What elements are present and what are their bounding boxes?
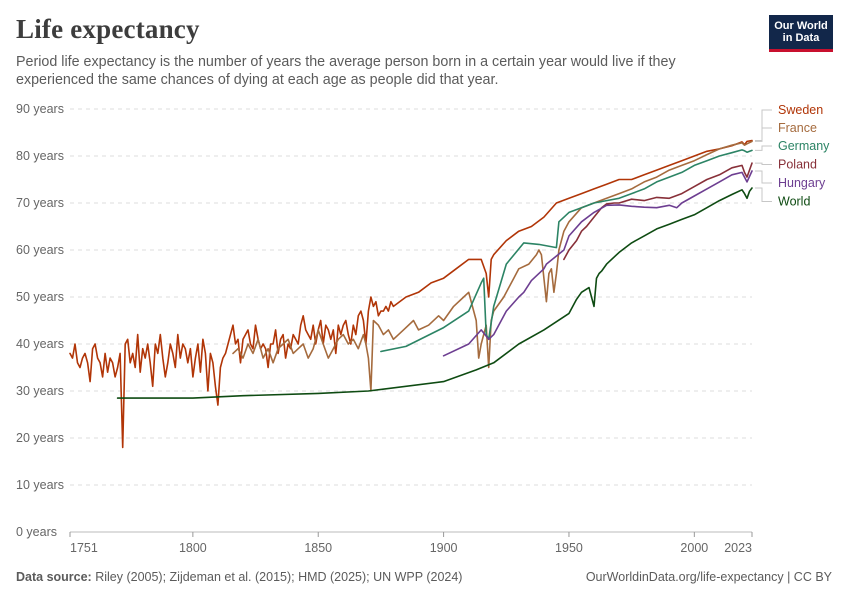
- y-tick-label: 50 years: [16, 290, 64, 304]
- legend-label-france[interactable]: France: [778, 121, 817, 135]
- x-axis: 1751 1800 1850 1900 1950 2000 2023: [69, 532, 753, 555]
- x-tick-label: 1751: [70, 541, 98, 555]
- legend-connector-hungary: [755, 170, 772, 184]
- legend-connector-france: [755, 127, 772, 142]
- series-layer: [69, 139, 753, 449]
- series-line-hungary[interactable]: [442, 170, 753, 357]
- y-tick-label: 70 years: [16, 196, 64, 210]
- series-line-germany[interactable]: [380, 149, 753, 353]
- logo-line-2: in Data: [782, 32, 820, 44]
- legend-connector-world: [755, 187, 772, 202]
- y-tick-label: 90 years: [16, 102, 64, 116]
- legend-connector-germany: [755, 145, 772, 151]
- x-tick-label: 1900: [430, 541, 458, 555]
- chart-subtitle: Period life expectancy is the number of …: [16, 54, 676, 88]
- y-axis: 0 years 10 years 20 years 30 years 40 years 5…: [16, 102, 64, 539]
- data-source-text: Riley (2005); Zijdeman et al. (2015); HM…: [91, 570, 463, 584]
- series-line-france[interactable]: [232, 140, 753, 392]
- y-tick-label: 40 years: [16, 337, 64, 351]
- legend-connector-sweden: [755, 109, 772, 141]
- x-tick-label: 2023: [724, 541, 752, 555]
- legend-label-germany[interactable]: Germany: [778, 139, 830, 153]
- series-line-sweden[interactable]: [69, 139, 753, 449]
- legend-label-world[interactable]: World: [778, 195, 810, 209]
- legend-label-poland[interactable]: Poland: [778, 158, 817, 172]
- x-tick-label: 1950: [555, 541, 583, 555]
- legend: Sweden France Germany Poland Hungary World: [755, 103, 830, 209]
- y-tick-label: 0 years: [16, 525, 57, 539]
- owid-logo[interactable]: Our World in Data: [769, 15, 833, 52]
- legend-connector-poland: [755, 162, 772, 165]
- y-tick-label: 80 years: [16, 149, 64, 163]
- series-line-poland[interactable]: [563, 162, 753, 261]
- logo-line-1: Our World: [774, 20, 828, 32]
- y-tick-label: 60 years: [16, 243, 64, 257]
- x-tick-label: 2000: [680, 541, 708, 555]
- y-tick-label: 20 years: [16, 431, 64, 445]
- legend-label-sweden[interactable]: Sweden: [778, 103, 823, 117]
- y-tick-label: 10 years: [16, 478, 64, 492]
- legend-label-hungary[interactable]: Hungary: [778, 176, 826, 190]
- chart-title: Life expectancy: [16, 14, 200, 44]
- url-license[interactable]: OurWorldinData.org/life-expectancy | CC …: [585, 570, 832, 584]
- x-tick-label: 1800: [179, 541, 207, 555]
- y-tick-label: 30 years: [16, 384, 64, 398]
- data-source: Data source: Riley (2005); Zijdeman et a…: [16, 570, 462, 584]
- x-tick-label: 1850: [304, 541, 332, 555]
- series-line-world[interactable]: [116, 187, 753, 399]
- data-source-label: Data source:: [16, 570, 92, 584]
